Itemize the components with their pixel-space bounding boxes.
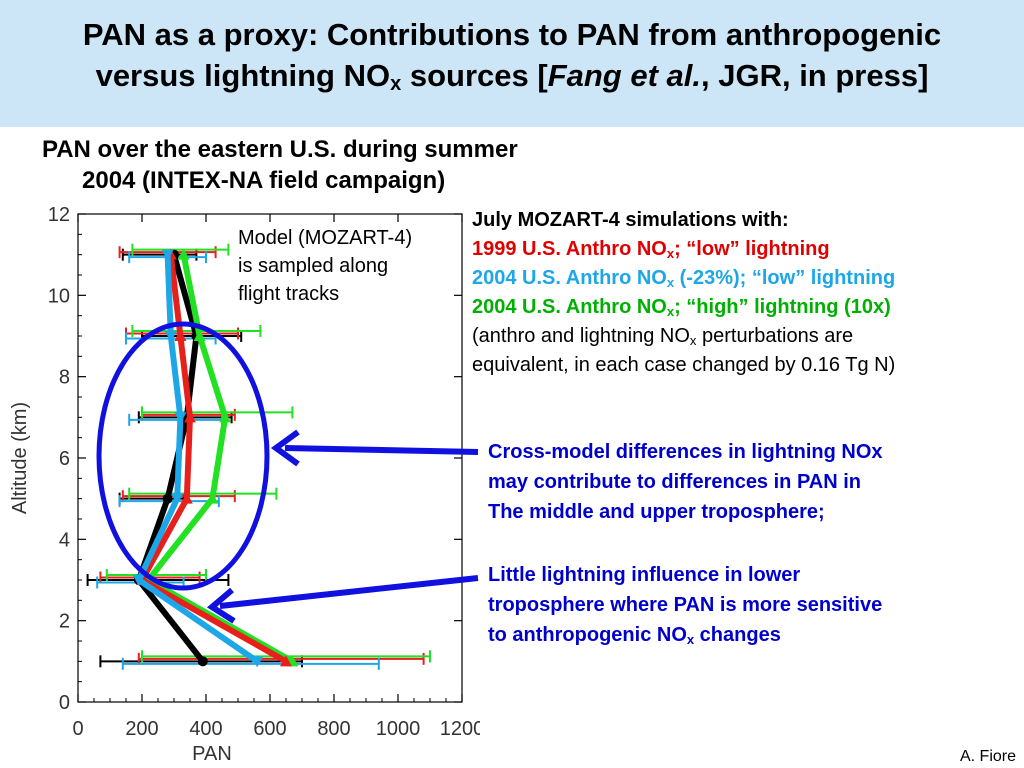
annotation-lower-line-1: Little lightning influence in lower	[488, 564, 801, 586]
annotation-lower-line-3-a: to anthropogenic NO	[488, 624, 687, 646]
highlight-ellipse	[96, 321, 270, 591]
legend-s3-a: 2004 U.S. Anthro NO	[472, 296, 667, 318]
legend-s1-b: ; “low” lightning	[674, 238, 830, 260]
x-axis-label: PAN	[192, 743, 232, 765]
x-tick-label: 1200	[440, 718, 480, 740]
arrow-lower-head	[206, 587, 236, 624]
model-note-line-2: is sampled along	[238, 255, 389, 277]
y-tick-label: 2	[59, 611, 70, 633]
model-note-line-1: Model (MOZART-4)	[238, 227, 413, 249]
legend-s1-sub: x	[666, 246, 675, 261]
title-sub-x: x	[390, 73, 402, 95]
y-tick-label: 4	[59, 529, 70, 551]
arrow-upper-head	[270, 429, 300, 467]
x-tick-label: 1000	[376, 718, 421, 740]
annotation-lower-line-2: troposphere where PAN is more sensitive	[488, 594, 883, 616]
legend-note-1-b: perturbations are	[696, 325, 854, 347]
arrow-lower-shaft	[219, 575, 479, 609]
legend-s2-b: (-23%); “low” lightning	[674, 267, 896, 289]
title-citation-authors: Fang et al.	[547, 58, 701, 93]
title-line-2-a: versus lightning NO	[95, 58, 391, 93]
chart-subtitle: PAN over the eastern U.S. during summer …	[42, 134, 518, 196]
title-banner: PAN as a proxy: Contributions to PAN fro…	[0, 0, 1024, 127]
data-point-obs	[162, 493, 173, 504]
y-tick-label: 0	[59, 692, 70, 714]
annotation-upper-line-2: may contribute to differences in PAN in	[488, 471, 862, 493]
title-line-2-b: sources [	[401, 58, 548, 93]
data-point-s3	[193, 330, 206, 341]
legend-entry-s2: 2004 U.S. Anthro NOx (-23%); “low” light…	[472, 264, 895, 293]
legend-entry-s1: 1999 U.S. Anthro NOx; “low” lightning	[472, 235, 895, 264]
subtitle-line-1: PAN over the eastern U.S. during summer	[42, 136, 518, 163]
legend-note-1: (anthro and lightning NOx perturbations …	[472, 322, 895, 351]
series-line-s2	[135, 254, 259, 664]
annotation-upper-line-1: Cross-model differences in lightning NOx	[488, 441, 883, 463]
legend-s3-sub: x	[666, 304, 675, 319]
x-tick-label: 0	[72, 718, 83, 740]
data-point-s2	[174, 412, 187, 424]
annotation-upper-line-3: The middle and upper troposphere;	[488, 501, 825, 523]
legend-note-1-a: (anthro and lightning NO	[472, 325, 690, 347]
y-tick-label: 8	[59, 367, 70, 389]
x-tick-label: 400	[189, 718, 222, 740]
annotation-lower-line-3-b: changes	[694, 624, 781, 646]
data-point-s1	[180, 492, 193, 504]
data-point-s2	[161, 249, 174, 261]
legend-header: July MOZART-4 simulations with:	[472, 209, 789, 231]
y-tick-label: 6	[59, 448, 70, 470]
data-point-s2	[171, 493, 184, 505]
data-point-s2	[251, 656, 264, 668]
author-credit: A. Fiore	[959, 748, 1016, 765]
data-point-s1	[184, 411, 196, 423]
data-point-obs	[197, 656, 208, 667]
data-point-s2	[132, 575, 145, 586]
legend-s3-b: ; “high” lightning (10x)	[674, 296, 891, 318]
annotation-lower: Little lightning influence in lower trop…	[488, 560, 882, 650]
data-point-s3	[177, 248, 190, 260]
legend-note-2: equivalent, in each case changed by 0.16…	[472, 354, 896, 376]
title-line-1: PAN as a proxy: Contributions to PAN fro…	[82, 17, 942, 52]
model-note-line-3: flight tracks	[238, 283, 340, 305]
annotation-upper: Cross-model differences in lightning NOx…	[488, 437, 883, 527]
legend: July MOZART-4 simulations with: 1999 U.S…	[472, 206, 895, 380]
legend-s2-a: 2004 U.S. Anthro NO	[472, 267, 667, 289]
y-tick-label: 10	[48, 285, 70, 307]
x-tick-label: 800	[317, 718, 350, 740]
annotation-lower-sub: x	[686, 632, 695, 647]
subtitle-line-2: 2004 (INTEX-NA field campaign)	[82, 167, 446, 194]
x-tick-label: 600	[253, 718, 286, 740]
legend-s1-a: 1999 U.S. Anthro NO	[472, 238, 667, 260]
data-point-s3	[219, 411, 232, 423]
data-point-s2	[164, 331, 177, 342]
data-point-s1	[174, 330, 187, 341]
slide-title: PAN as a proxy: Contributions to PAN fro…	[0, 14, 1024, 96]
arrow-upper-shaft	[284, 445, 479, 455]
model-sampling-note: Model (MOZART-4) is sampled along flight…	[238, 224, 413, 308]
y-axis-label: Altitude (km)	[9, 402, 31, 514]
data-point-s3	[206, 492, 219, 504]
series-line-s3	[145, 254, 294, 664]
title-line-2-c: , JGR, in press]	[701, 58, 929, 93]
x-tick-label: 200	[125, 718, 158, 740]
legend-note-1-sub: x	[689, 333, 697, 348]
legend-entry-s3: 2004 U.S. Anthro NOx; “high” lightning (…	[472, 293, 895, 322]
y-tick-label: 12	[48, 204, 70, 226]
legend-s2-sub: x	[666, 275, 675, 290]
data-point-s1	[280, 655, 292, 667]
pan-profile-chart: 0 200 400 600 800 1000 1200 0 2 4 6 8 10 12 PAN Altitud…	[9, 204, 480, 765]
